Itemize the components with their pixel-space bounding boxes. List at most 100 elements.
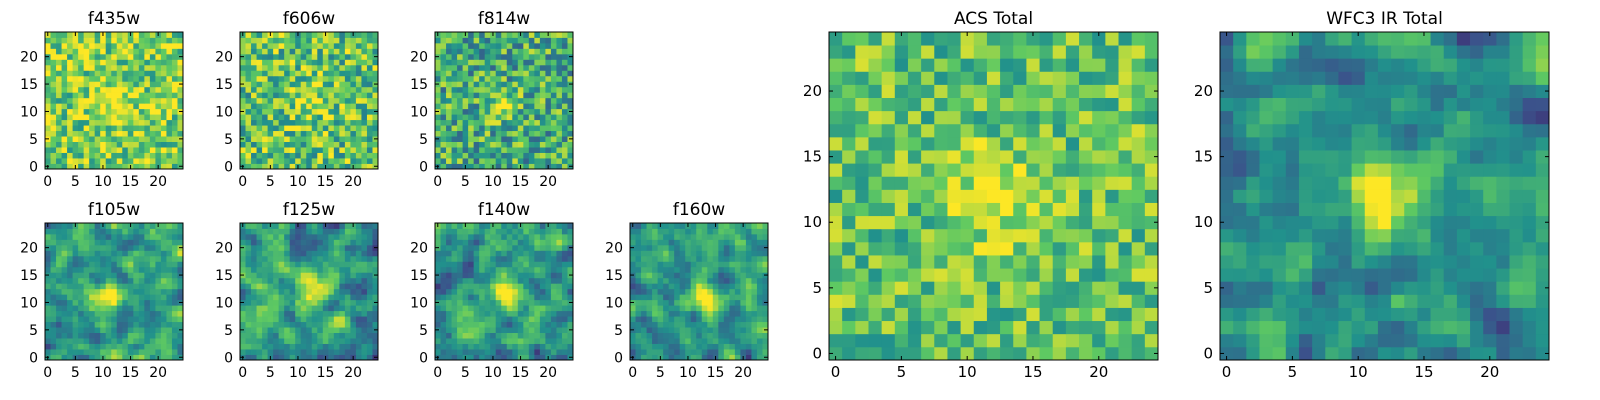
heatmap-cell [344,37,351,44]
heatmap-cell [539,244,546,251]
heatmap-cell [149,354,156,361]
heatmap-cell [328,114,335,121]
heatmap-cell [561,48,568,55]
heatmap-cell [72,136,79,142]
heatmap-cell [440,59,447,66]
heatmap-cell [105,92,112,99]
heatmap-cell [550,125,557,132]
heatmap-cell [344,316,351,323]
heatmap-cell [100,37,107,44]
heatmap-cell [641,244,647,251]
heatmap-cell [561,125,568,132]
heatmap-cell [94,108,101,115]
heatmap-cell [894,346,909,361]
heatmap-cell [278,288,285,295]
heatmap-cell [317,272,324,279]
heatmap-cell [328,141,335,148]
heatmap-cell [366,59,373,66]
heatmap-cell [366,250,373,257]
heatmap-cell [100,97,107,104]
heatmap-cell [127,147,134,153]
heatmap-cell [451,261,458,268]
heatmap-cell [646,354,653,361]
heatmap-cell [440,327,447,333]
heatmap-cell [144,288,151,295]
heatmap-cell [468,75,475,82]
heatmap-cell [462,305,469,312]
heatmap-cell [339,48,346,55]
heatmap-cell [78,327,85,333]
heatmap-cell [1092,268,1106,282]
heatmap-cell [155,114,162,121]
heatmap-cell [484,255,491,262]
heatmap-cell [344,343,351,350]
heatmap-cell [479,64,486,71]
heatmap-cell [1000,307,1014,322]
heatmap-cell [473,42,480,49]
heatmap-cell [144,92,151,99]
heatmap-cell [567,288,574,295]
heatmap-cell [745,288,752,295]
heatmap-cell [171,244,178,251]
heatmap-cell [561,283,568,290]
heatmap-cell [556,343,563,350]
heatmap-cell [567,125,574,132]
heatmap-cell [556,305,563,312]
heatmap-cell [451,283,458,290]
heatmap-cell [751,305,758,312]
heatmap-cell [679,343,686,350]
heatmap-cell [479,37,486,44]
heatmap-cell [83,228,90,235]
heatmap-cell [295,119,302,126]
heatmap-cell [842,307,856,322]
heatmap-cell [435,288,441,295]
heatmap-cell [262,239,268,246]
heatmap-cell [435,294,441,301]
heatmap-cell [690,321,697,328]
heatmap-cell [155,332,162,339]
heatmap-cell [149,277,156,284]
heatmap-cell [440,37,447,44]
heatmap-cell [56,316,62,323]
heatmap-cell [1026,281,1040,295]
heatmap-cell [372,125,379,132]
heatmap-cell [155,70,162,77]
heatmap-cell [641,349,647,355]
heatmap-cell [355,158,362,164]
heatmap-cell [262,349,268,355]
heatmap-cell [149,86,156,93]
heatmap-cell [451,266,458,273]
heatmap-cell [473,233,480,240]
heatmap-cell [300,283,307,290]
heatmap-cell [339,32,346,38]
heatmap-cell [295,152,302,159]
heatmap-cell [723,332,730,339]
heatmap-cell [679,294,686,301]
heatmap-cell [762,250,769,257]
heatmap-cell [894,281,909,295]
heatmap-cell [67,343,73,350]
heatmap-cell [138,37,145,44]
heatmap-cell [534,152,541,159]
heatmap-cell [45,42,51,49]
heatmap-cell [501,283,508,290]
heatmap-cell [344,152,351,159]
heatmap-cell [122,354,129,361]
heatmap-cell [83,327,90,333]
heatmap-cell [462,327,469,333]
heatmap-cell [712,349,719,355]
heatmap-cell [960,163,975,177]
heatmap-cell [344,244,351,251]
heatmap-cell [1000,163,1014,177]
heatmap-cell [740,288,747,295]
heatmap-cell [517,125,524,132]
heatmap-cell [344,250,351,257]
heatmap-cell [94,288,101,295]
heatmap-cell [630,255,636,262]
heatmap-cell [171,147,178,153]
heatmap-cell [111,228,118,235]
heatmap-cell [256,158,263,164]
heatmap-cell [322,37,329,44]
heatmap-cell [94,250,101,257]
heatmap-cell [556,233,563,240]
